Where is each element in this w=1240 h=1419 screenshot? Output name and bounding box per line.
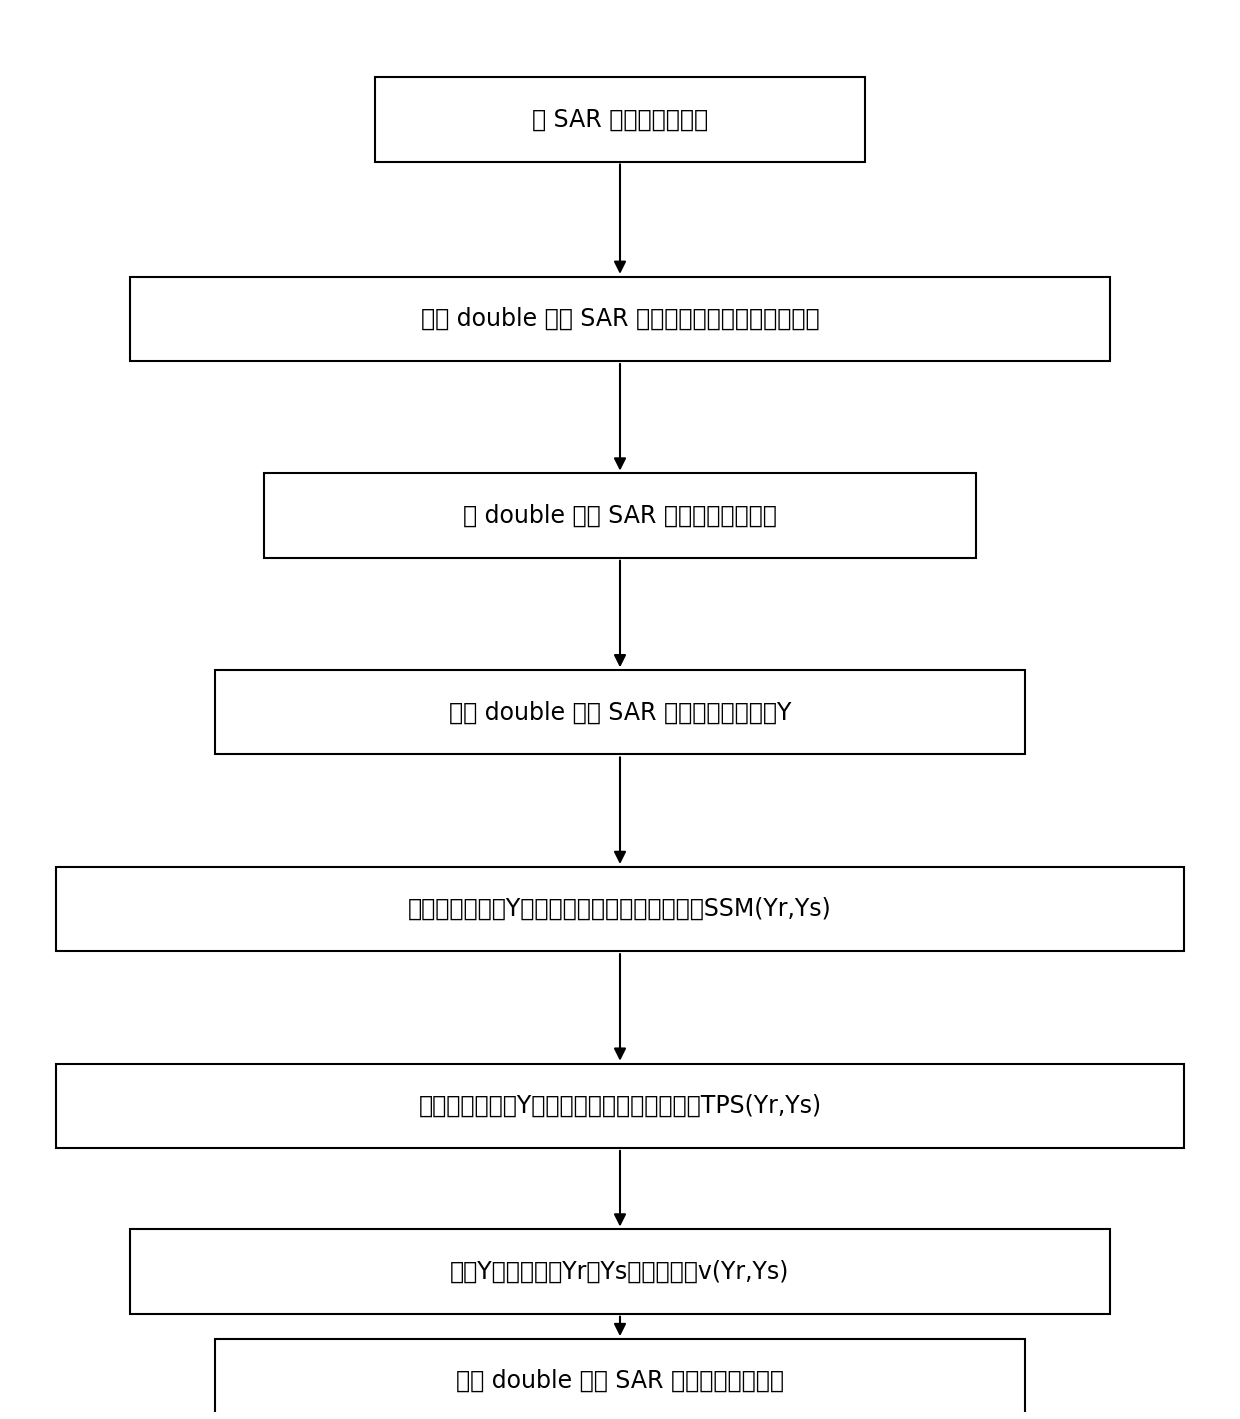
Bar — [216, 670, 1024, 755]
Text: 计算中间分割图Y中相邻区域的统计相似性度量SSM(Yr,Ys): 计算中间分割图Y中相邻区域的统计相似性度量SSM(Yr,Ys) — [408, 897, 832, 921]
Bar — [56, 867, 1184, 951]
Bar — [264, 474, 976, 558]
Bar — [129, 277, 1111, 360]
Bar — [216, 1340, 1024, 1419]
Text: 获取 double 格式 SAR 图像的最终分割图: 获取 double 格式 SAR 图像的最终分割图 — [456, 1369, 784, 1393]
Text: 计算中间分割图Y中相邻区域的纹理模式度量TPS(Yr,Ys): 计算中间分割图Y中相邻区域的纹理模式度量TPS(Yr,Ys) — [418, 1094, 822, 1118]
Text: 获取 double 格式 SAR 图像的中间分割图Y: 获取 double 格式 SAR 图像的中间分割图Y — [449, 701, 791, 724]
Text: 计算Y中相邻区域Yr和Ys的代价函数v(Yr,Ys): 计算Y中相邻区域Yr和Ys的代价函数v(Yr,Ys) — [450, 1260, 790, 1284]
Text: 对 double 格式 SAR 图像进行初始分割: 对 double 格式 SAR 图像进行初始分割 — [463, 504, 777, 528]
Bar — [56, 1064, 1184, 1148]
Text: 计算 double 格式 SAR 图像中每个像素点的巴氏距离: 计算 double 格式 SAR 图像中每个像素点的巴氏距离 — [420, 307, 820, 331]
Bar — [129, 1229, 1111, 1314]
Text: 对 SAR 图像进行预处理: 对 SAR 图像进行预处理 — [532, 108, 708, 132]
Bar — [374, 77, 866, 162]
